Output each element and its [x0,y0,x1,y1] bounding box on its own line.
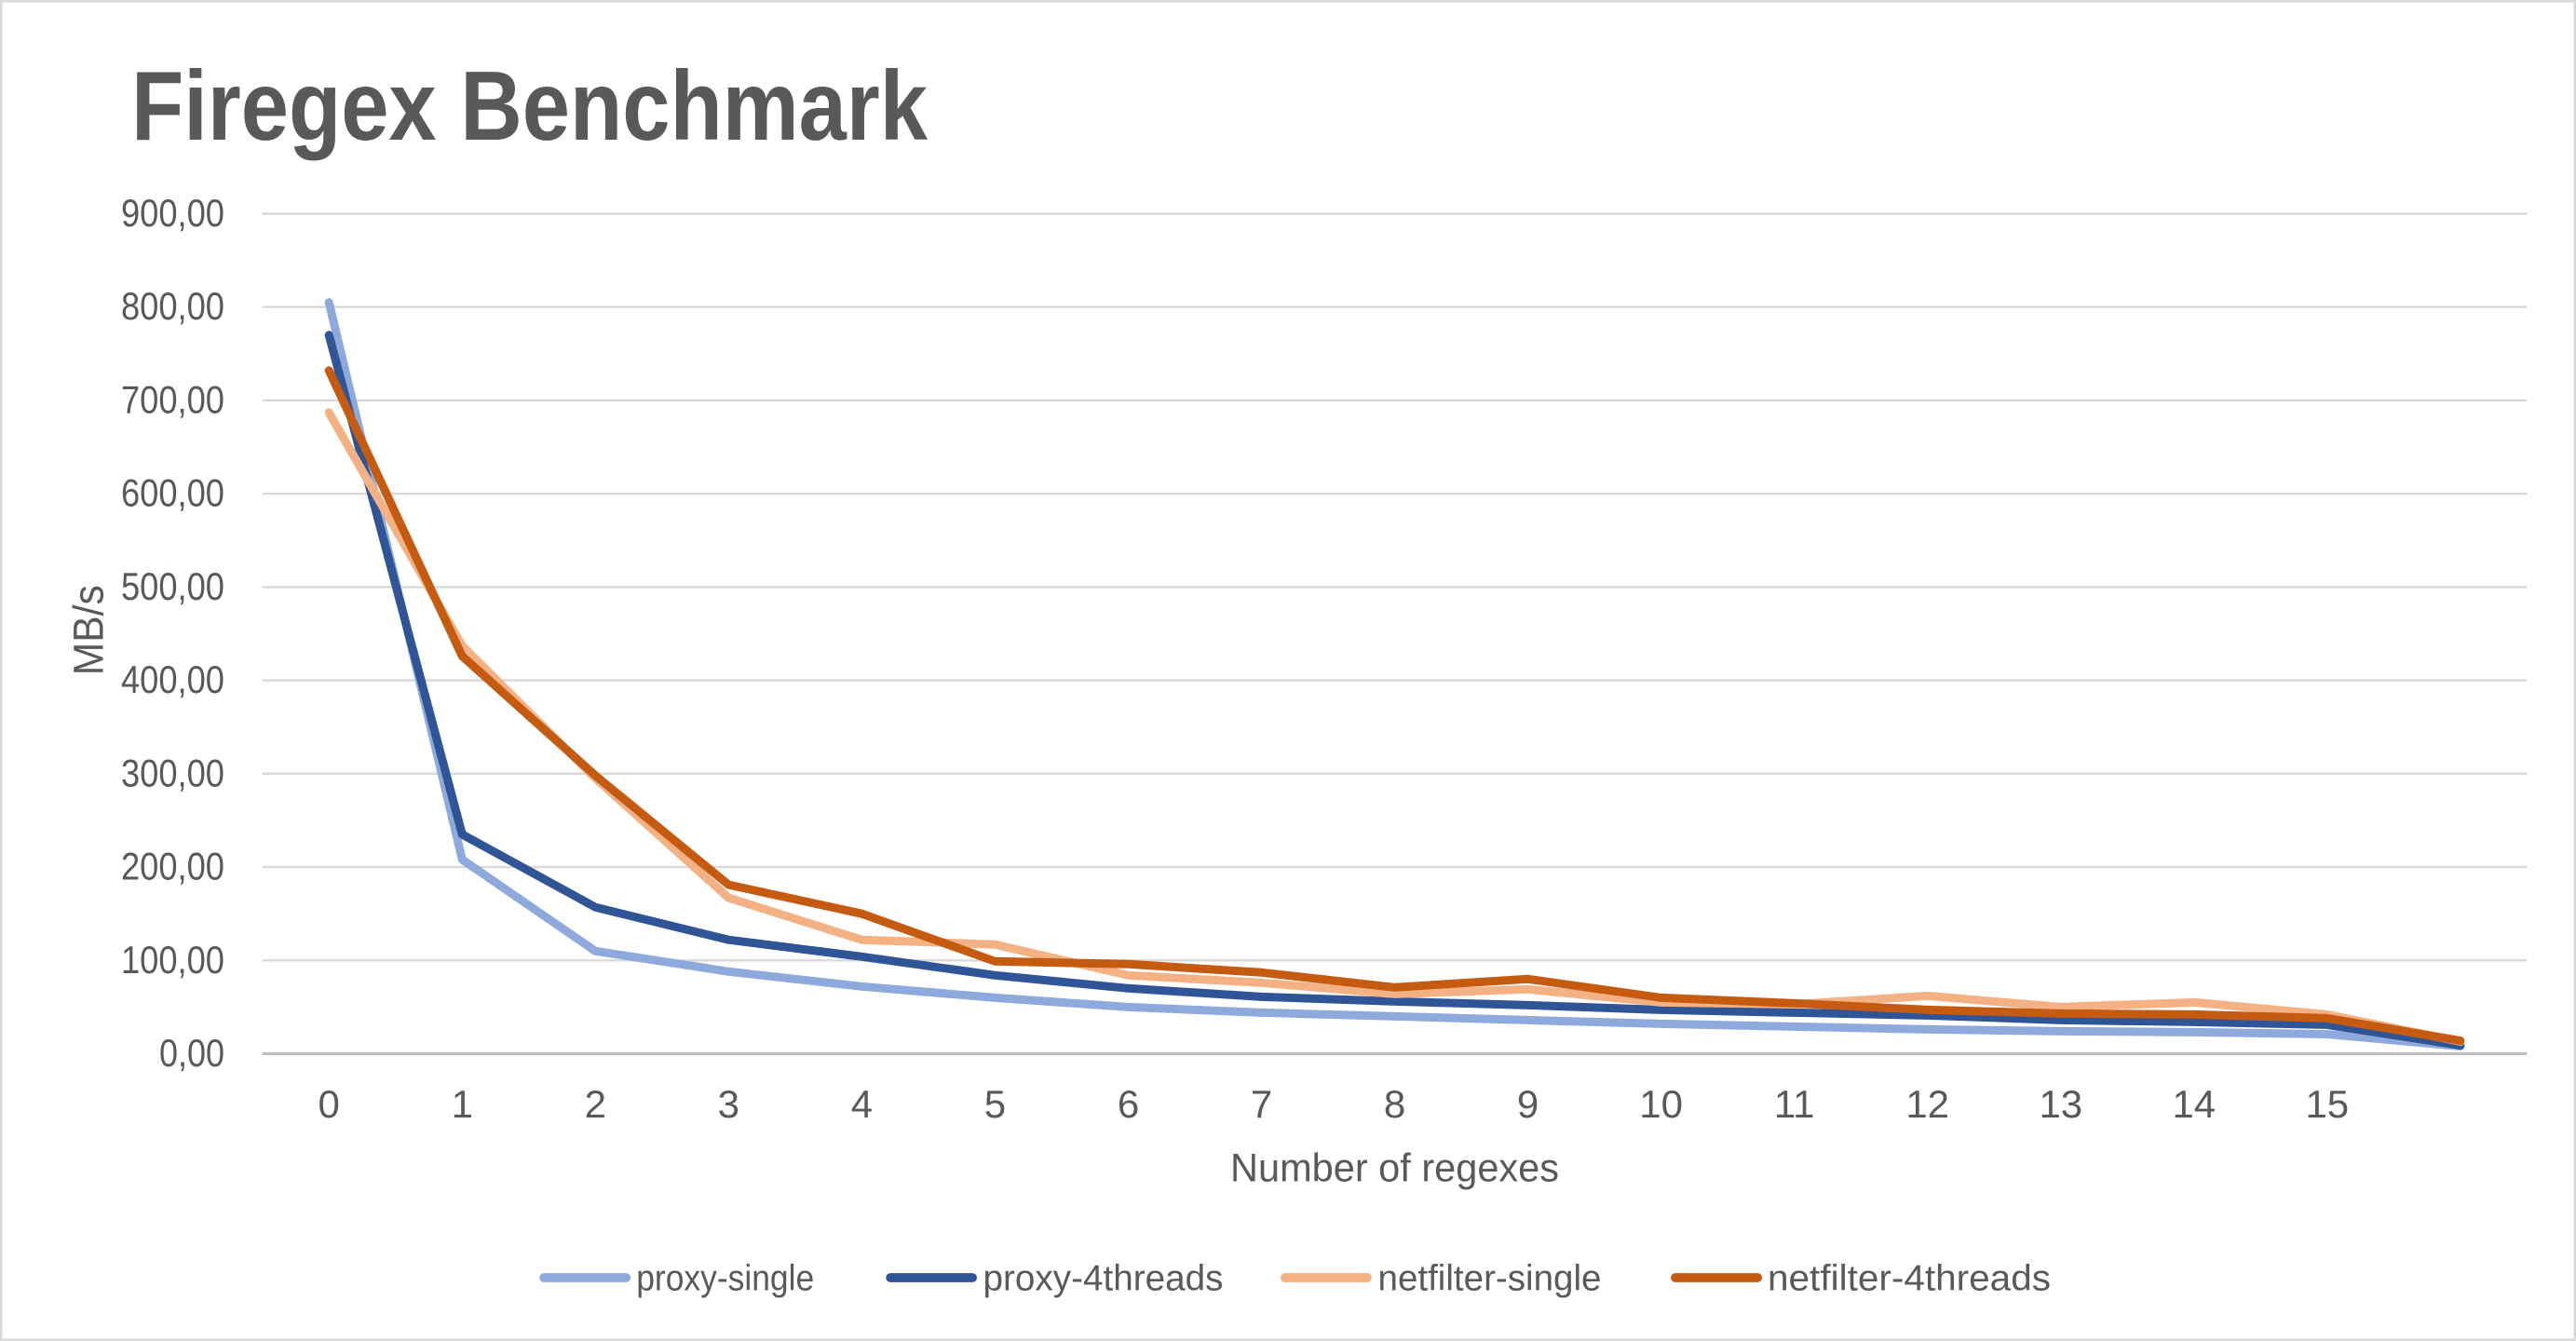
svg-text:proxy-single: proxy-single [636,1259,814,1299]
svg-text:3: 3 [718,1082,739,1126]
svg-text:400,00: 400,00 [121,657,224,701]
svg-text:9: 9 [1517,1082,1539,1126]
svg-text:600,00: 600,00 [121,471,224,515]
svg-text:proxy-4threads: proxy-4threads [983,1259,1224,1299]
svg-text:12: 12 [1905,1082,1949,1126]
svg-text:13: 13 [2039,1082,2082,1126]
svg-text:Number of regexes: Number of regexes [1230,1145,1559,1190]
svg-text:Firegex Benchmark: Firegex Benchmark [131,51,929,161]
svg-text:100,00: 100,00 [121,938,224,982]
svg-text:4: 4 [851,1082,873,1126]
svg-text:8: 8 [1384,1082,1405,1126]
svg-text:netfilter-4threads: netfilter-4threads [1768,1259,2051,1299]
svg-text:10: 10 [1639,1082,1683,1126]
svg-text:800,00: 800,00 [121,284,224,328]
svg-text:MB/s: MB/s [64,585,112,675]
svg-text:700,00: 700,00 [121,377,224,421]
svg-text:1: 1 [452,1082,473,1126]
svg-text:netfilter-single: netfilter-single [1378,1259,1602,1299]
svg-text:0,00: 0,00 [159,1031,224,1075]
svg-text:0: 0 [319,1082,340,1126]
svg-text:15: 15 [2305,1082,2349,1126]
svg-text:2: 2 [585,1082,606,1126]
svg-text:300,00: 300,00 [121,751,224,794]
svg-text:900,00: 900,00 [121,191,224,235]
svg-text:200,00: 200,00 [121,845,224,888]
svg-text:14: 14 [2172,1082,2216,1126]
svg-text:5: 5 [984,1082,1006,1126]
svg-text:6: 6 [1118,1082,1139,1126]
svg-text:7: 7 [1251,1082,1272,1126]
svg-text:500,00: 500,00 [121,564,224,608]
svg-text:11: 11 [1774,1082,1815,1126]
